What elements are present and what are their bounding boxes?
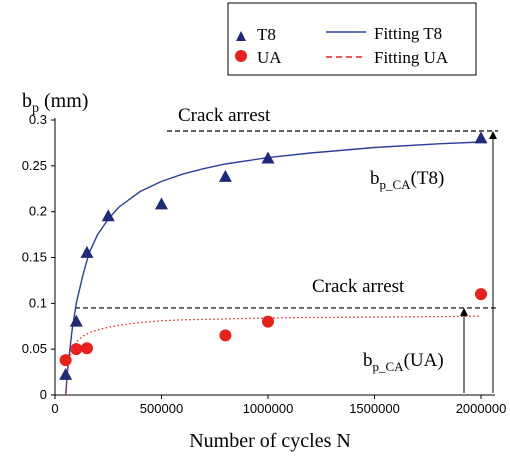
data-point-t8 bbox=[69, 314, 83, 327]
fit-curve-t8 bbox=[65, 141, 482, 396]
y-tick-label: 0.1 bbox=[29, 295, 47, 310]
data-point-t8 bbox=[218, 169, 232, 182]
data-point-ua bbox=[70, 343, 83, 356]
annotation-arrow-t8 bbox=[489, 131, 497, 393]
legend-label-fitting-t8: Fitting T8 bbox=[374, 24, 442, 43]
data-point-ua bbox=[59, 354, 72, 367]
annotation-label-ua: bp_CA(UA) bbox=[363, 350, 444, 374]
data-point-t8 bbox=[101, 209, 115, 222]
data-point-ua bbox=[80, 342, 93, 355]
data-point-ua bbox=[219, 329, 232, 342]
legend-marker-ua bbox=[235, 50, 247, 62]
data-points bbox=[59, 131, 488, 380]
y-tick-label: 0.3 bbox=[29, 112, 47, 127]
x-tick-label: 2000000 bbox=[456, 401, 507, 416]
y-tick-label: 0.15 bbox=[22, 250, 47, 265]
legend-label-ua: UA bbox=[257, 48, 282, 67]
data-point-t8 bbox=[59, 367, 73, 380]
y-tick-label: 0.25 bbox=[22, 158, 47, 173]
annotation-arrow-ua bbox=[460, 307, 468, 393]
x-tick-label: 0 bbox=[51, 401, 58, 416]
data-point-t8 bbox=[155, 197, 168, 210]
y-tick-label: 0.2 bbox=[29, 204, 47, 219]
x-tick-label: 1000000 bbox=[243, 401, 294, 416]
fit-curve-ua bbox=[65, 315, 482, 396]
y-tick-label: 0 bbox=[40, 387, 47, 402]
crack-arrest-label-t8: Crack arrest bbox=[178, 105, 271, 126]
x-axis-label: Number of cycles N bbox=[189, 430, 351, 452]
legend-label-t8: T8 bbox=[257, 25, 276, 44]
annotation-label-t8: bp_CA(T8) bbox=[370, 168, 444, 192]
legend: T8 UA Fitting T8 Fitting UA bbox=[227, 2, 477, 76]
data-point-t8 bbox=[261, 151, 275, 164]
data-point-ua bbox=[262, 315, 274, 328]
x-tick-label: 500000 bbox=[140, 401, 183, 416]
legend-box bbox=[227, 2, 477, 76]
y-tick-label: 0.05 bbox=[22, 341, 47, 356]
y-axis-label: bp (mm) bbox=[22, 90, 88, 116]
x-tick-label: 1500000 bbox=[349, 401, 400, 416]
data-point-ua bbox=[475, 288, 487, 301]
legend-label-fitting-ua: Fitting UA bbox=[374, 48, 449, 67]
data-point-t8 bbox=[80, 245, 94, 258]
y-ticks: 0 0.05 0.1 0.15 0.2 0.25 0.3 bbox=[22, 112, 55, 402]
crack-arrest-label-ua: Crack arrest bbox=[312, 276, 405, 297]
x-ticks: 0 500000 1000000 1500000 2000000 bbox=[51, 395, 506, 416]
data-point-t8 bbox=[474, 131, 488, 144]
legend-marker-t8 bbox=[236, 31, 246, 41]
